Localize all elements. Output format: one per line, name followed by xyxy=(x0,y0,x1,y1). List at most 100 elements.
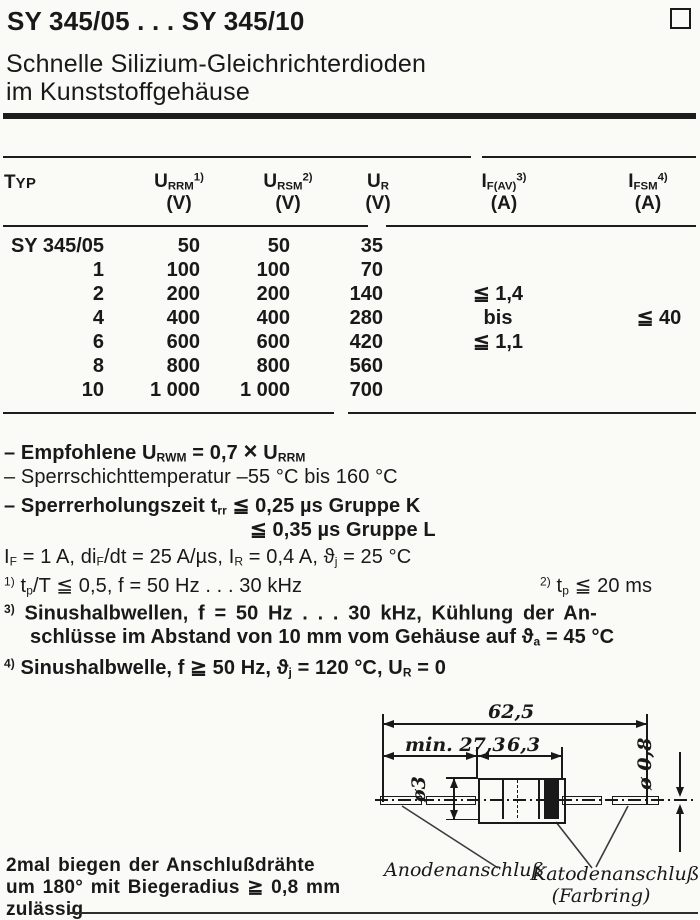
table-bottom-rule-right xyxy=(348,412,696,414)
extension-line-right xyxy=(646,714,648,804)
col-header-ursm: URSM2) (V) xyxy=(263,171,312,215)
table-cell: 4 xyxy=(92,307,104,329)
table-cell xyxy=(599,330,700,354)
bend-note-line-3: zulässig xyxy=(6,899,84,920)
lead-segment-left-1 xyxy=(380,796,422,805)
col-header-urrm: URRM1) (V) xyxy=(154,171,204,215)
dim-body-label: 6,3 xyxy=(507,734,541,756)
note-urwm: – Empfohlene URWM = 0,7 × URRM xyxy=(4,438,306,465)
page-title: SY 345/05 . . . SY 345/10 xyxy=(7,6,305,36)
dim-lead-line xyxy=(383,755,477,757)
table-header-rule-right xyxy=(386,225,696,227)
page-subtitle: Schnelle Silizium-Gleichrichterdioden im… xyxy=(6,50,426,106)
dim-lead-arrow-right xyxy=(466,752,477,760)
dia-wire-arrow-up xyxy=(676,804,684,814)
corner-square-mark xyxy=(670,8,691,29)
thick-divider xyxy=(3,113,696,119)
table-cell xyxy=(438,378,558,402)
dia-body-dim-line xyxy=(453,779,455,819)
table-cell: 280 xyxy=(349,307,383,329)
lead-segment-right-2 xyxy=(612,796,659,805)
dia-body-arrow-up xyxy=(450,778,458,788)
table-top-rule-right xyxy=(482,156,696,158)
table-column-typ: SY 345/05 1 2 4 6 8 10 xyxy=(2,234,104,402)
col-header-ursm-unit: (V) xyxy=(275,193,301,214)
table-top-rule-left xyxy=(3,156,471,158)
table-cell xyxy=(438,258,558,282)
table-cell: 200 xyxy=(166,283,200,305)
note-recovery-time: – Sperrerholungszeit trr ≦ 0,25 µs Grupp… xyxy=(4,495,421,518)
anode-leader-line xyxy=(401,805,499,869)
table-column-ifav: ≦ 1,4 bis ≦ 1,1 xyxy=(438,234,558,402)
dim-lead-label: min. 27,3 xyxy=(405,734,506,756)
cathode-leader-line-2 xyxy=(595,805,629,868)
dia-wire-line-top xyxy=(679,752,681,792)
table-cell: 50 xyxy=(267,235,290,257)
table-cell xyxy=(599,234,700,258)
col-header-urrm-unit: (V) xyxy=(166,193,192,214)
dia-body-tick-top xyxy=(446,777,478,779)
table-cell xyxy=(599,378,700,402)
cathode-band xyxy=(544,779,559,819)
col-header-urrm-symbol: URRM1) xyxy=(154,171,204,193)
color-ring-label: (Farbring) xyxy=(551,885,651,907)
note-recovery-time-2: ≦ 0,35 µs Gruppe L xyxy=(250,519,436,541)
table-cell: 420 xyxy=(349,331,383,353)
table-cell xyxy=(599,258,700,282)
table-cell: 70 xyxy=(360,259,383,281)
extension-line-left xyxy=(382,714,384,802)
dim-overall-arrow-right xyxy=(636,720,647,728)
dim-overall-arrow-left xyxy=(383,720,394,728)
body-center-dashed-line xyxy=(517,780,518,818)
footnote-2: 2) tp ≦ 20 ms xyxy=(540,574,653,598)
table-cell: 600 xyxy=(166,331,200,353)
table-cell: 50 xyxy=(177,235,200,257)
table-cell: 560 xyxy=(349,355,383,377)
dia-wire-line-bottom xyxy=(679,807,681,852)
table-cell: 140 xyxy=(349,283,383,305)
table-cell: ≦ 1,1 xyxy=(472,331,524,353)
bend-note: 2mal biegen der Anschlußdrähte um 180° m… xyxy=(6,855,340,920)
table-cell: ≦ 1,4 xyxy=(472,283,524,305)
table-column-urrm: 50 100 200 400 600 800 1 000 xyxy=(120,234,200,402)
table-cell: 1 000 xyxy=(239,379,290,401)
dim-overall-label: 62,5 xyxy=(488,701,535,723)
diode-body xyxy=(478,778,566,824)
col-header-ifav-symbol: IF(AV)3) xyxy=(481,171,527,193)
dim-body-arrow-left xyxy=(478,752,489,760)
table-cell: 200 xyxy=(256,283,290,305)
cathode-label: Katodenanschluß xyxy=(532,863,700,885)
table-cell xyxy=(438,354,558,378)
table-cell: 1 000 xyxy=(149,379,200,401)
page-bottom-rule xyxy=(70,912,698,914)
dim-overall-line xyxy=(383,723,647,725)
col-header-ifsm: IFSM4) (A) xyxy=(628,171,667,215)
dia-body-tick-bottom xyxy=(446,818,478,821)
table-cell: SY 345/05 xyxy=(10,235,104,257)
anode-label: Anodenanschluß xyxy=(384,859,545,881)
centerline xyxy=(375,799,695,801)
footnote-3-line1: 3) Sinushalbwellen, f = 50 Hz . . . 30 k… xyxy=(4,602,597,625)
table-cell: 400 xyxy=(256,307,290,329)
body-inner-line-1 xyxy=(502,779,504,819)
table-cell: 800 xyxy=(256,355,290,377)
diode-outline-drawing: 62,5 min. 27,3 6,3 ø3 xyxy=(270,700,700,915)
col-header-ursm-symbol: URSM2) xyxy=(263,171,313,193)
bend-note-line-1: 2mal biegen der Anschlußdrähte xyxy=(6,855,315,876)
table-cell: 1 xyxy=(92,259,104,281)
table-cell: ≦ 40 xyxy=(636,307,682,329)
table-cell: bis xyxy=(483,307,513,329)
table-cell: 8 xyxy=(92,355,104,377)
table-cell xyxy=(599,282,700,306)
table-bottom-rule-left xyxy=(3,412,334,414)
dia-body-label: ø3 xyxy=(408,776,430,802)
col-header-ifav: IF(AV)3) (A) xyxy=(482,171,527,215)
dim-body-arrow-right xyxy=(551,752,562,760)
subtitle-line-1: Schnelle Silizium-Gleichrichterdioden xyxy=(6,50,427,78)
table-header-rule-left xyxy=(3,225,368,227)
col-header-ifav-unit: (A) xyxy=(490,193,518,214)
col-header-ifsm-symbol: IFSM4) xyxy=(628,171,668,193)
col-header-ur-symbol: UR xyxy=(367,171,389,193)
dim-lead-arrow-left xyxy=(383,752,394,760)
